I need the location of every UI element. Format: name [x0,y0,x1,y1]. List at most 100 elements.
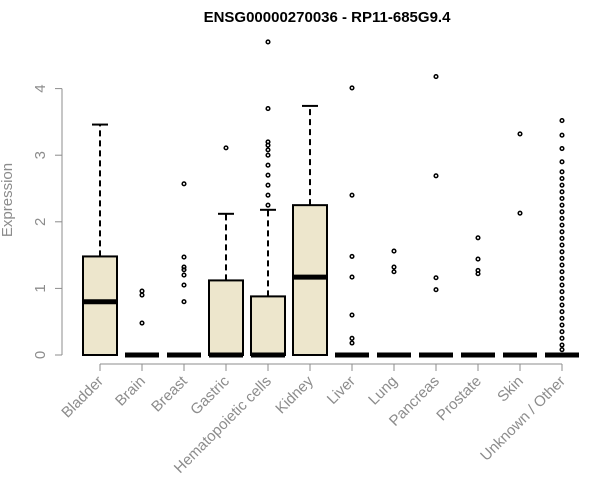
y-tick-label: 0 [32,351,49,359]
outlier-point [559,335,565,341]
outlier-point [559,209,565,215]
outlier-point [559,202,565,208]
box-gastric [208,145,244,358]
outlier-point [559,235,565,241]
outlier-point [349,85,355,91]
x-tick-label: Brain [112,373,149,410]
outlier-point [559,309,565,315]
box-lung [377,248,411,358]
box-body [208,279,244,356]
outlier-point [559,269,565,275]
y-tick-label: 4 [32,84,49,92]
outlier-point [559,275,565,281]
outlier-point [223,145,229,151]
x-tick-label: Prostate [433,373,485,425]
x-tick-label: Bladder [58,373,107,422]
outlier-point [433,287,439,293]
y-axis: 0 1 2 3 4 [32,84,63,359]
outlier-point [559,159,565,165]
box-pancreas [419,74,453,358]
y-axis-label: Expression [0,163,16,237]
x-tick-label: Kidney [272,372,317,417]
outlier-point [349,253,355,259]
outlier-point [559,175,565,182]
outlier-point [181,299,187,305]
outlier-point [349,312,355,318]
outlier-point [265,152,271,158]
y-tick-label: 2 [32,218,49,226]
outlier-point [265,192,271,198]
box-bladder [82,123,118,357]
x-tick-label: Breast [148,372,191,415]
y-tick-label: 1 [32,284,49,292]
outlier-point [559,329,565,335]
outlier-point [139,320,145,326]
box-prostate [461,235,495,358]
box-hematopoietic-cells [250,39,286,358]
outlier-point [559,169,565,175]
outlier-point [559,222,565,228]
chart-title: ENSG00000270036 - RP11-685G9.4 [204,9,451,26]
outlier-point [391,269,397,275]
outlier-point [265,39,271,45]
outlier-point [265,182,271,188]
outlier-point [475,267,481,273]
outlier-point [559,262,565,268]
outlier-point [265,139,271,145]
outlier-point [559,342,565,348]
outlier-point [559,118,565,124]
outlier-point [559,145,565,152]
outlier-point [139,292,145,298]
outlier-point [559,295,565,301]
outlier-point [349,340,355,346]
outlier-point [265,162,271,168]
boxplot-series [82,39,579,358]
outlier-point [181,267,187,273]
outlier-point [349,335,355,341]
outlier-point [181,272,187,278]
box-brain [125,288,159,358]
outlier-point [559,255,565,261]
outlier-point [391,264,397,270]
x-tick-label: Liver [324,373,359,408]
outlier-point [181,181,187,187]
box-body [250,295,286,356]
outlier-point [265,172,271,178]
y-tick-label: 3 [32,151,49,159]
outlier-point [265,147,271,153]
outlier-point [265,106,271,112]
outlier-point [391,248,397,254]
outlier-point [559,322,565,328]
outlier-point [433,173,439,179]
outlier-point [475,256,481,262]
outlier-point [559,132,565,138]
outlier-point [559,189,565,195]
box-breast [167,181,201,358]
box-unknown-other [545,118,579,358]
outlier-point [559,249,565,255]
outlier-point [349,192,355,198]
outlier-point [181,282,187,288]
outlier-point [433,74,439,80]
outlier-point [433,275,439,281]
outlier-point [181,254,187,260]
outlier-point [181,264,187,270]
outlier-point [265,202,271,208]
outlier-point [559,182,565,188]
x-tick-label: Lung [365,373,401,409]
outlier-point [517,210,523,216]
outlier-point [475,235,481,241]
x-tick-label: Skin [494,373,527,406]
box-liver [335,85,369,358]
outlier-point [559,315,565,321]
outlier-point [349,274,355,280]
outlier-point [559,229,565,235]
outlier-point [559,347,565,353]
outlier-point [517,131,523,137]
box-skin [503,131,537,358]
outlier-point [559,215,565,222]
outlier-point [559,289,565,295]
outlier-point [559,282,565,288]
